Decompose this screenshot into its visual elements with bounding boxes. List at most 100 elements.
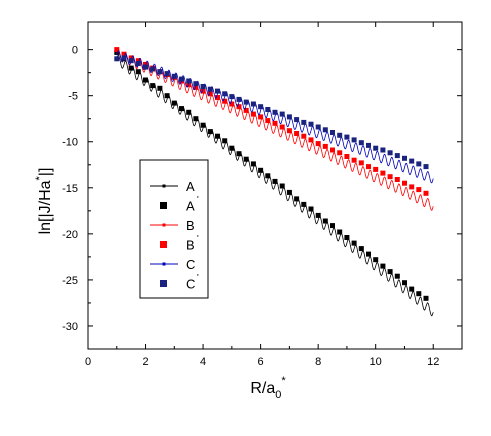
legend-label-a-prime: A bbox=[186, 199, 195, 214]
series-a-prime-marker bbox=[243, 156, 249, 162]
series-c-prime-marker bbox=[229, 94, 235, 100]
y-tick-label: -15 bbox=[62, 183, 78, 195]
series-a-prime-marker bbox=[402, 280, 407, 286]
series-b-prime-marker bbox=[301, 133, 307, 139]
series-c-prime-marker bbox=[315, 124, 321, 130]
series-c-prime-marker bbox=[236, 96, 242, 102]
series-c-prime-marker bbox=[200, 84, 206, 89]
series-b-prime-marker bbox=[423, 190, 429, 196]
series-c-prime-marker bbox=[243, 99, 249, 105]
series-b-prime-marker bbox=[200, 88, 206, 94]
series-a-prime-marker bbox=[164, 93, 170, 99]
series-b-prime-marker bbox=[322, 143, 328, 149]
series-b-prime-marker bbox=[308, 137, 314, 143]
series-a-prime-marker bbox=[272, 178, 278, 184]
series-a-prime-marker bbox=[193, 116, 199, 122]
x-axis-label-sup: * bbox=[281, 375, 286, 387]
y-tick-label: -10 bbox=[62, 137, 78, 149]
y-tick-label: -25 bbox=[62, 275, 78, 287]
series-b-prime-marker bbox=[330, 147, 335, 153]
series-b-prime-marker bbox=[272, 120, 278, 126]
series-b-prime-marker bbox=[344, 154, 350, 159]
y-tick-label: -30 bbox=[62, 321, 78, 333]
series-b-prime-marker bbox=[215, 95, 220, 100]
x-tick-label: 2 bbox=[142, 356, 148, 368]
x-axis-ticks: 0 2 4 6 8 10 12 bbox=[85, 22, 439, 368]
series-a-prime-marker bbox=[207, 129, 213, 135]
series-b-prime-marker bbox=[250, 111, 256, 117]
series-c-prime-marker bbox=[114, 56, 120, 62]
plot-frame bbox=[87, 21, 463, 350]
series-c-prime-marker bbox=[157, 69, 163, 75]
series-b-prime-marker bbox=[207, 91, 213, 97]
legend-box bbox=[139, 159, 209, 299]
series-c-prime-marker bbox=[409, 158, 415, 164]
series-b-prime-marker bbox=[315, 141, 321, 147]
x-tick-label: 4 bbox=[200, 356, 206, 368]
series-a-prime-marker bbox=[128, 65, 134, 71]
series-a-prime-marker bbox=[373, 257, 379, 263]
series-c-prime-marker bbox=[358, 140, 364, 146]
series-b-prime-marker bbox=[265, 118, 271, 124]
series-b-prime-marker bbox=[121, 51, 127, 57]
legend-prime-mark: ' bbox=[197, 234, 199, 244]
legend: AA 'BB 'CC ' bbox=[139, 159, 209, 299]
series-a-prime-marker bbox=[265, 173, 271, 179]
series-b-prime-marker bbox=[128, 55, 134, 61]
series-c-prime-marker bbox=[351, 137, 357, 143]
series-c-prime-marker bbox=[294, 117, 300, 123]
x-axis-label-sub: 0 bbox=[275, 389, 281, 401]
series-a-prime-marker bbox=[366, 251, 371, 257]
series-b-prime-marker bbox=[186, 82, 192, 88]
x-tick-label: 12 bbox=[427, 356, 439, 368]
series-a-prime-marker bbox=[114, 49, 120, 55]
series-a-prime-marker bbox=[215, 133, 220, 139]
series-c-prime-marker bbox=[164, 71, 170, 77]
series-a-prime-marker bbox=[315, 212, 321, 218]
series-a-prime-marker bbox=[143, 77, 148, 83]
series-b-prime-marker bbox=[366, 164, 371, 170]
y-tick-label: 0 bbox=[72, 45, 78, 57]
series-a-prime-marker bbox=[186, 109, 192, 115]
series-b-prime-marker bbox=[358, 160, 364, 166]
series-a-prime-marker bbox=[157, 85, 163, 91]
series-a-prime-marker bbox=[229, 145, 235, 151]
legend-swatch-b-prime bbox=[160, 241, 167, 248]
series-a-prime-marker bbox=[394, 273, 400, 279]
series-a-prime-marker bbox=[294, 196, 300, 202]
series-b-prime-marker bbox=[409, 184, 415, 190]
series-b-prime-marker bbox=[373, 166, 379, 172]
series-b-prime-marker bbox=[135, 58, 141, 64]
series-c-prime-marker bbox=[193, 81, 199, 87]
series-a-prime-marker bbox=[171, 100, 177, 106]
x-tick-label: 0 bbox=[85, 356, 91, 368]
series-c-prime-marker bbox=[128, 58, 134, 64]
y-tick-label: -5 bbox=[68, 91, 78, 103]
series-b-prime-marker bbox=[222, 98, 228, 104]
series-c-prime-marker bbox=[250, 101, 256, 107]
series-c-prime-marker bbox=[286, 114, 292, 120]
series-b-prime-marker bbox=[258, 114, 264, 120]
legend-label-b: B bbox=[186, 218, 195, 233]
series-a-prime-marker bbox=[423, 295, 429, 301]
series-c-prime-marker bbox=[279, 111, 285, 117]
legend-swatch-dot-a bbox=[162, 184, 166, 188]
series-b-prime-marker bbox=[243, 107, 249, 113]
plot-area-border bbox=[87, 21, 463, 350]
x-axis-label-main: R/a bbox=[250, 380, 275, 397]
series-c-prime-marker bbox=[337, 132, 343, 138]
legend-swatch-dot-c bbox=[162, 262, 166, 266]
legend-label-c: C bbox=[186, 257, 195, 272]
series-a-prime-marker bbox=[286, 189, 292, 195]
series-b-prime-marker bbox=[229, 101, 235, 107]
series-c-prime-marker bbox=[402, 155, 407, 161]
series-a-prime-marker bbox=[416, 291, 422, 297]
legend-prime-mark: ' bbox=[197, 273, 199, 283]
series-b-prime-marker bbox=[402, 180, 407, 186]
series-c-prime-marker bbox=[380, 147, 386, 153]
series-c-prime-marker bbox=[207, 86, 213, 92]
series-a-prime-marker bbox=[200, 122, 206, 128]
series-c-prime-marker bbox=[394, 153, 400, 159]
series-b-prime-marker bbox=[279, 124, 285, 130]
